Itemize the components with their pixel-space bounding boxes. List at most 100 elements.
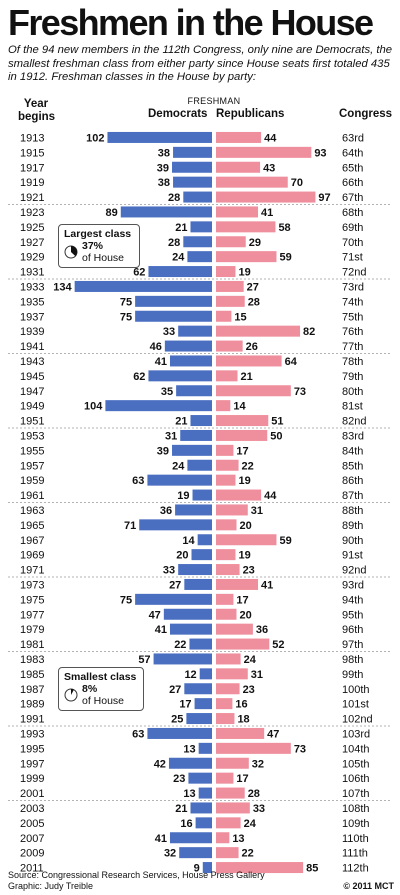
year-label: 1945	[20, 371, 44, 383]
republicans-bar	[216, 862, 304, 874]
democrats-value: 24	[172, 460, 185, 472]
republicans-value: 13	[232, 833, 244, 845]
year-label: 2001	[20, 788, 44, 800]
democrats-value: 57	[138, 654, 150, 666]
republicans-bar	[216, 593, 234, 605]
year-label: 1933	[20, 281, 44, 293]
republicans-bar	[216, 519, 237, 531]
republicans-bar	[216, 355, 282, 367]
republicans-value: 20	[240, 609, 252, 621]
democrats-bar	[178, 564, 212, 576]
freshman-label: FRESHMAN	[187, 96, 241, 106]
year-label: 2009	[20, 848, 44, 860]
republicans-bar	[216, 146, 312, 158]
democrats-value: 12	[184, 669, 196, 681]
republicans-value: 22	[242, 460, 254, 472]
year-label: 1931	[20, 267, 44, 279]
republicans-bar	[216, 251, 277, 263]
democrats-bar	[169, 623, 212, 635]
congress-label: 67th	[342, 192, 363, 204]
year-label: 1953	[20, 430, 44, 442]
republicans-value: 17	[236, 594, 248, 606]
congress-label: 83rd	[342, 430, 364, 442]
democrats-value: 21	[175, 803, 187, 815]
democrats-value: 19	[177, 490, 189, 502]
year-label: 1989	[20, 699, 44, 711]
republicans-bar	[216, 206, 259, 218]
congress-label: 98th	[342, 654, 363, 666]
year-label: 1983	[20, 654, 44, 666]
democrats-value: 63	[132, 728, 144, 740]
republicans-header: Republicans	[216, 108, 285, 120]
republicans-value: 17	[236, 773, 248, 785]
year-label: 1981	[20, 639, 44, 651]
year-label: 1991	[20, 714, 44, 726]
democrats-value: 33	[163, 565, 175, 577]
republicans-value: 44	[264, 490, 277, 502]
republicans-value: 50	[270, 430, 282, 442]
republicans-bar	[216, 713, 235, 725]
republicans-bar	[216, 608, 237, 620]
democrats-value: 23	[173, 773, 185, 785]
year-label: 1985	[20, 669, 44, 681]
republicans-value: 64	[285, 356, 298, 368]
democrats-value: 41	[155, 833, 167, 845]
democrats-value: 13	[183, 788, 195, 800]
democrats-value: 21	[175, 222, 187, 234]
democrats-value: 39	[157, 162, 169, 174]
democrats-bar	[173, 146, 212, 158]
republicans-bar	[216, 653, 241, 665]
democrats-bar	[135, 593, 212, 605]
republicans-bar	[216, 564, 240, 576]
democrats-bar	[192, 489, 212, 501]
republicans-value: 27	[247, 281, 259, 293]
republicans-bar	[216, 757, 249, 769]
democrats-header: Democrats	[148, 108, 208, 120]
congress-label: 95th	[342, 609, 363, 621]
year-label: 1969	[20, 550, 44, 562]
congress-label: 88th	[342, 505, 363, 517]
democrats-bar	[186, 713, 212, 725]
republicans-value: 21	[241, 371, 253, 383]
republicans-bar	[216, 683, 240, 695]
democrats-value: 17	[179, 699, 191, 711]
congress-label: 73rd	[342, 281, 364, 293]
source-text: Source: Congressional Research Services,…	[8, 870, 265, 880]
republicans-bar	[216, 668, 248, 680]
congress-header: Congress	[339, 108, 393, 120]
congress-label: 76th	[342, 326, 363, 338]
year-label: 1995	[20, 743, 44, 755]
congress-label: 105th	[342, 758, 370, 770]
congress-label: 68th	[342, 207, 363, 219]
year-label: 1965	[20, 520, 44, 532]
smallest-class-callout: Smallest class 8% of House	[58, 667, 144, 711]
democrats-bar	[120, 206, 212, 218]
smallest-class-pct: 8%	[82, 683, 98, 695]
year-label: 1917	[20, 162, 44, 174]
congress-label: 112th	[342, 863, 369, 875]
democrats-bar	[195, 817, 212, 829]
democrats-value: 71	[124, 520, 136, 532]
republicans-value: 31	[251, 669, 263, 681]
democrats-bar	[74, 280, 213, 292]
year-label: 1999	[20, 773, 44, 785]
year-label: 1957	[20, 460, 44, 472]
chart-title: Freshmen in the House	[8, 2, 374, 43]
year-label: 1959	[20, 475, 44, 487]
democrats-value: 20	[176, 550, 188, 562]
congress-label: 81st	[342, 401, 363, 413]
democrats-bar	[189, 638, 212, 650]
republicans-bar	[216, 474, 236, 486]
republicans-value: 59	[279, 252, 291, 264]
year-label: 1943	[20, 356, 44, 368]
republicans-value: 59	[279, 535, 291, 547]
republicans-value: 22	[242, 848, 254, 860]
congress-label: 107th	[342, 788, 370, 800]
republicans-value: 44	[264, 132, 277, 144]
republicans-value: 19	[238, 267, 250, 279]
republicans-bar	[216, 131, 262, 143]
year-header: Year begins	[18, 98, 55, 124]
congress-label: 110th	[342, 833, 369, 845]
congress-label: 90th	[342, 535, 363, 547]
